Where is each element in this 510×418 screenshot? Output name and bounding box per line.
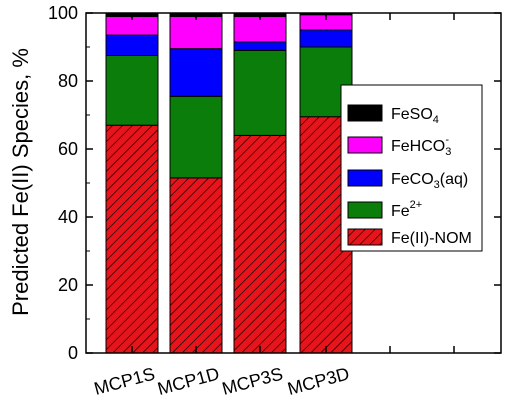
bar-segment-mcp1s-series-2 bbox=[105, 55, 159, 126]
bar-segment-mcp1s-series-1 bbox=[105, 124, 159, 354]
bar-segment-mcp3s-series-3 bbox=[233, 41, 287, 51]
bar-segment-mcp3s-series-4 bbox=[233, 15, 287, 43]
y-axis-title: Predicted Fe(II) Species, % bbox=[8, 48, 33, 316]
legend: FeSO4 FeHCO3- FeCO3(aq) Fe2+ Fe(II)-NOM bbox=[340, 84, 483, 252]
legend-swatch bbox=[347, 169, 383, 187]
bar-segment-mcp1d-series-2 bbox=[169, 95, 223, 179]
legend-swatch bbox=[347, 201, 383, 219]
bar-segment-mcp1d-series-1 bbox=[169, 177, 223, 354]
bar-segment-mcp3s-series-2 bbox=[233, 49, 287, 136]
y-tick-label: 40 bbox=[58, 207, 78, 227]
legend-label: Fe2+ bbox=[391, 199, 422, 220]
legend-swatch bbox=[347, 104, 383, 122]
y-tick-label: 0 bbox=[68, 343, 78, 363]
x-tick-label-mcp1s: MCP1S bbox=[92, 364, 157, 399]
bar-segment-mcp1s-series-3 bbox=[105, 34, 159, 56]
legend-label: FeHCO3- bbox=[391, 134, 451, 158]
bar-segment-mcp3s-series-1 bbox=[233, 134, 287, 354]
bar-segment-mcp3d-series-3 bbox=[299, 29, 353, 48]
y-tick-label: 60 bbox=[58, 139, 78, 159]
legend-label: Fe(II)-NOM bbox=[391, 230, 472, 247]
x-tick-label-mcp1d: MCP1D bbox=[155, 363, 221, 399]
x-tick-label-mcp3s: MCP3S bbox=[220, 364, 285, 399]
bar-segment-mcp1d-series-4 bbox=[169, 15, 223, 50]
y-tick-label: 100 bbox=[48, 3, 78, 23]
bars-layer bbox=[105, 12, 353, 354]
legend-label: FeCO3(aq) bbox=[391, 171, 468, 191]
y-tick-label: 20 bbox=[58, 275, 78, 295]
legend-label: FeSO4 bbox=[391, 106, 439, 126]
y-tick-label: 80 bbox=[58, 71, 78, 91]
legend-swatch bbox=[347, 228, 383, 246]
legend-swatch bbox=[347, 136, 383, 154]
bar-segment-mcp1d-series-3 bbox=[169, 48, 223, 97]
x-tick-label-mcp3d: MCP3D bbox=[285, 363, 351, 399]
